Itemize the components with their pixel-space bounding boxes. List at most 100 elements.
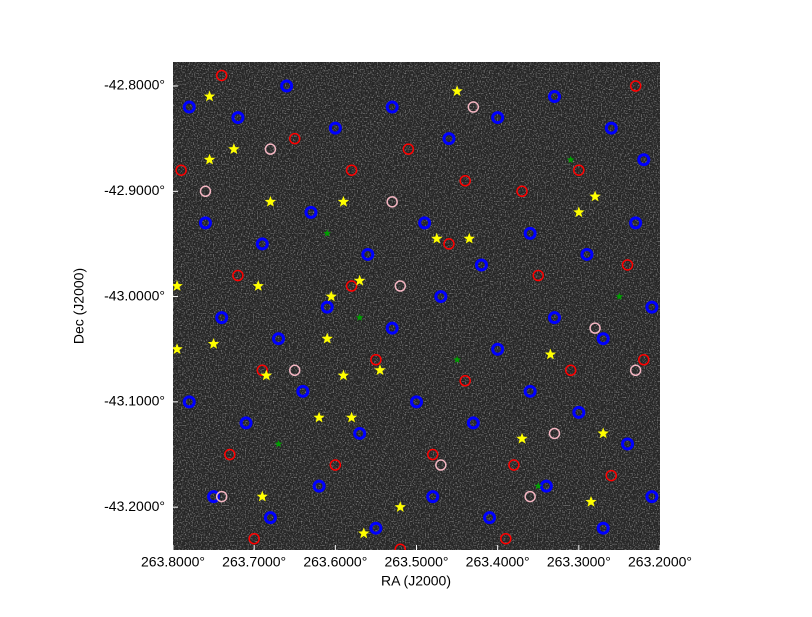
source-marker [410,395,423,409]
source-marker [491,111,505,125]
star-marker [274,439,283,448]
star-marker [451,85,463,97]
source-marker [320,300,334,314]
source-marker [394,280,407,292]
source-marker [443,238,455,250]
source-marker [645,300,659,314]
star-marker [264,195,277,207]
source-marker [459,375,471,387]
star-marker [252,280,264,291]
source-marker [199,185,212,198]
source-marker [547,311,561,325]
source-marker [523,384,537,398]
source-marker [394,543,407,550]
star-marker [173,343,183,355]
source-marker [182,100,196,114]
star-marker [260,369,273,381]
source-marker [328,121,342,135]
star-marker [544,348,557,360]
markers [173,69,659,550]
star-marker [337,369,350,381]
star-marker [374,364,386,376]
source-marker [426,448,439,461]
x-tick-label: 263.8000° [141,554,205,570]
source-marker [256,364,269,377]
source-marker [459,175,471,187]
source-marker [329,459,342,471]
star-marker [463,232,475,244]
source-marker [280,79,294,93]
source-marker [548,427,561,440]
source-marker [605,469,618,482]
source-marker [523,226,537,240]
source-marker [637,153,651,167]
star-marker [615,292,624,300]
star-marker [566,155,575,163]
source-marker [248,532,260,545]
source-marker [215,490,228,503]
star-marker [173,280,183,291]
x-tick-label: 263.3000° [547,554,611,570]
source-marker [418,216,432,230]
source-marker [312,479,326,493]
star-marker [353,274,366,286]
source-marker [638,353,650,366]
star-marker [585,495,597,507]
source-marker [596,332,610,346]
source-marker [564,364,577,377]
source-marker [232,269,244,282]
x-tick-label: 263.7000° [222,554,286,570]
source-marker [524,490,536,503]
source-marker [629,216,643,230]
source-marker [572,405,586,419]
source-marker [466,416,480,430]
source-marker [573,164,585,176]
source-marker [272,332,286,346]
star-marker [203,153,216,165]
source-marker [361,247,375,261]
source-marker [198,216,212,230]
x-tick-label: 263.2000° [628,554,692,570]
source-marker [175,164,187,176]
source-marker [289,364,301,377]
source-marker [442,132,456,146]
y-tick-label: -42.8000° [104,77,165,93]
source-marker [474,258,488,272]
source-marker [224,448,236,461]
source-marker [215,69,228,82]
source-marker [386,196,398,208]
source-marker [255,237,269,251]
source-marker [500,532,512,545]
x-tick-label: 263.5000° [385,554,449,570]
source-marker [532,269,544,282]
source-marker [345,164,358,176]
source-marker [645,490,659,504]
star-marker [256,490,268,502]
y-tick-label: -43.1000° [104,393,165,409]
star-marker [589,190,601,202]
star-marker [534,482,543,490]
star-marker [453,355,461,363]
source-marker [370,353,382,366]
star-marker [313,411,325,423]
source-marker [621,259,634,271]
source-marker [182,395,196,409]
source-marker [589,322,601,334]
star-marker [228,143,240,155]
source-marker [604,121,618,135]
star-marker [207,337,220,349]
star-marker [321,332,333,344]
source-marker [483,511,497,525]
source-marker [289,132,301,145]
star-marker [337,195,350,207]
source-marker [434,290,448,304]
source-marker [426,490,440,504]
source-marker [491,342,505,356]
star-marker [358,527,370,539]
star-marker [597,427,609,439]
y-tick-label: -43.0000° [104,287,165,303]
source-marker [596,521,610,535]
source-marker [215,311,229,325]
source-marker [345,280,358,292]
